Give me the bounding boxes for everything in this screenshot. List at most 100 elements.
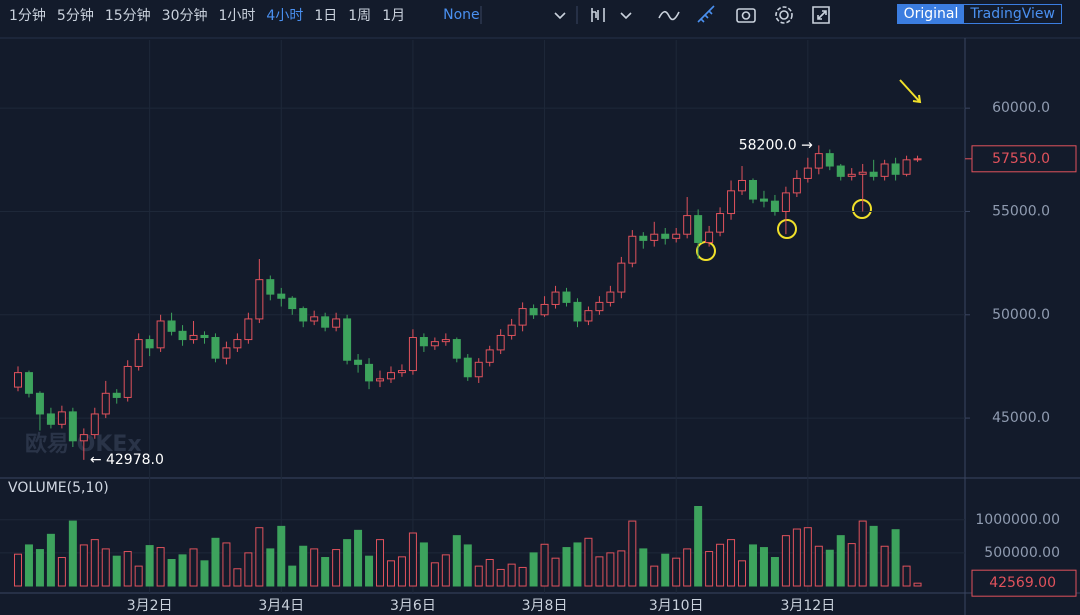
candle-body: [573, 301, 582, 322]
volume-bar: [738, 560, 747, 587]
candle-body: [101, 392, 110, 415]
interval-button[interactable]: 1日: [314, 8, 338, 24]
view-button[interactable]: TradingView: [970, 6, 1055, 22]
volume-bar: [584, 537, 593, 587]
volume-bar: [891, 529, 900, 587]
volume-tick-label: 1000000.00: [975, 512, 1060, 528]
volume-bar: [650, 565, 659, 587]
arrow-drawing: [899, 79, 922, 104]
candle-body: [595, 301, 604, 312]
camera-icon[interactable]: [736, 8, 756, 23]
volume-bar: [705, 551, 714, 587]
candle-body: [244, 318, 253, 341]
min-label: ← 42978.0: [90, 452, 164, 468]
candle-body: [803, 167, 812, 179]
candle-body: [727, 190, 736, 215]
volume-bar: [24, 544, 33, 587]
max-label: 58200.0 →: [739, 137, 813, 153]
volume-bar: [781, 535, 790, 587]
candle-body: [529, 308, 538, 316]
volume-bar: [255, 527, 264, 587]
volume-bar: [79, 544, 88, 587]
volume-bar: [90, 539, 99, 587]
volume-bar: [913, 582, 922, 587]
volume-bar: [474, 565, 483, 587]
volume-bar: [310, 548, 319, 587]
volume-bar: [222, 542, 231, 587]
settings-icon[interactable]: [779, 10, 789, 20]
volume-bar: [46, 533, 55, 587]
x-tick-label: 3月8日: [522, 598, 568, 614]
volume-bar: [408, 532, 417, 587]
candle-body: [397, 370, 406, 374]
candle-body: [255, 279, 264, 320]
volume-bar: [507, 563, 516, 587]
interval-button[interactable]: 30分钟: [161, 8, 208, 24]
candle-body: [485, 349, 494, 363]
candle-body: [463, 357, 472, 378]
indicator-select[interactable]: None: [443, 7, 480, 23]
candle-body: [661, 233, 670, 239]
candle-body: [277, 293, 286, 299]
volume-bar: [463, 544, 472, 587]
volume-bar: [145, 545, 154, 587]
dropdown[interactable]: [620, 12, 632, 20]
ruler-icon[interactable]: [697, 5, 715, 23]
candle-body: [408, 337, 417, 372]
candle-body: [145, 339, 154, 349]
x-tick-label: 3月4日: [258, 598, 304, 614]
candle-body: [321, 316, 330, 328]
fullscreen-icon[interactable]: [812, 6, 830, 24]
volume-tick-label: 500000.00: [984, 545, 1060, 561]
candle-body: [167, 320, 176, 332]
volume-bar: [858, 520, 867, 587]
candle-body: [332, 318, 341, 328]
volume-bar: [397, 556, 406, 587]
interval-button[interactable]: 1小时: [218, 8, 256, 24]
candle-body: [266, 279, 275, 295]
interval-button[interactable]: 1分钟: [9, 8, 46, 24]
volume-bar: [573, 542, 582, 587]
view-button[interactable]: Original: [897, 5, 965, 23]
candle-body: [518, 308, 527, 326]
interval-button[interactable]: 15分钟: [104, 8, 151, 24]
interval-button[interactable]: 1周: [348, 8, 372, 24]
candle-body: [156, 320, 165, 349]
volume-bar: [727, 539, 736, 587]
candle-body: [880, 163, 889, 177]
candle-body: [354, 359, 363, 365]
candle-body: [376, 378, 385, 382]
candle-body: [617, 262, 626, 293]
volume-bar: [134, 565, 143, 587]
candle-body: [858, 171, 867, 175]
volume-bar: [68, 520, 77, 587]
volume-bar: [792, 528, 801, 587]
volume-bar: [639, 548, 648, 587]
volume-bar: [277, 525, 286, 587]
volume-bar: [112, 555, 121, 587]
candle-body: [694, 215, 703, 243]
candle-body: [825, 153, 834, 167]
volume-bar: [847, 543, 856, 587]
candle-body: [496, 334, 505, 351]
line-icon[interactable]: [658, 10, 680, 21]
candle-body: [386, 372, 395, 380]
candle-body: [507, 324, 516, 336]
dropdown[interactable]: [554, 12, 566, 20]
volume-bar: [365, 555, 374, 587]
interval-button[interactable]: 5分钟: [56, 8, 94, 24]
candle-body: [419, 337, 428, 347]
volume-bar: [123, 551, 132, 587]
candle-icon[interactable]: [591, 8, 605, 22]
volume-bar: [156, 547, 165, 587]
volume-bar: [880, 545, 889, 587]
interval-button[interactable]: 4小时: [266, 8, 304, 24]
interval-button[interactable]: 1月: [382, 8, 406, 24]
candle-body: [672, 233, 681, 239]
volume-bar: [419, 542, 428, 587]
y-tick-label: 50000.0: [992, 307, 1050, 323]
x-tick-label: 3月10日: [649, 598, 704, 614]
volume-bar: [551, 557, 560, 587]
